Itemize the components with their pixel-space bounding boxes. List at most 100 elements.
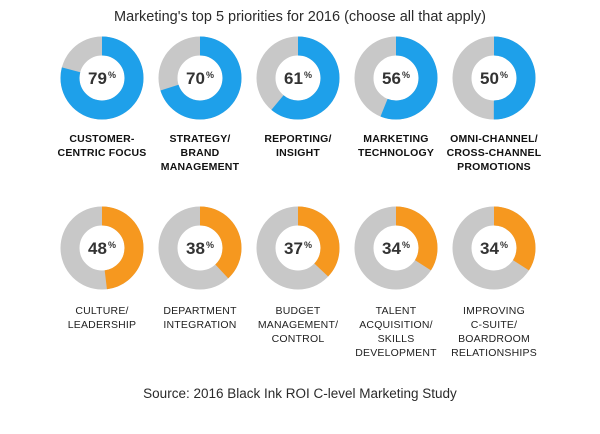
donut-category-label: CULTURE/LEADERSHIP xyxy=(43,304,161,332)
donut-item: 34% TALENT ACQUISITION/SKILLS DEVELOPMENT xyxy=(341,206,451,376)
percent-value: 61 xyxy=(284,69,303,88)
label-line: TALENT xyxy=(375,305,417,317)
label-line: MARKETING xyxy=(363,133,429,145)
percent-value: 79 xyxy=(88,69,107,88)
donut-chart: 56% xyxy=(341,36,451,128)
donut-value-arc xyxy=(158,36,242,120)
label-line: MANAGEMENT/ xyxy=(257,319,339,331)
donut-percent-label: 61% xyxy=(243,69,353,89)
donut-chart: 38% xyxy=(145,206,255,298)
donut-value-arc xyxy=(60,206,144,290)
percent-sign: % xyxy=(107,240,116,250)
donut-chart: 61% xyxy=(243,36,353,128)
label-line: ACQUISITION/ xyxy=(359,319,433,331)
donut-chart: 70% xyxy=(145,36,255,128)
percent-value: 50 xyxy=(480,69,499,88)
chart-row-top: 79% CUSTOMER- CENTRIC FOCUS 70% STRATEGY/BRA… xyxy=(52,36,552,206)
label-line: RELATIONSHIPS xyxy=(451,347,537,359)
donut-percent-label: 48% xyxy=(47,239,157,259)
donut-svg xyxy=(452,206,536,290)
percent-sign: % xyxy=(499,70,508,80)
label-line: TECHNOLOGY xyxy=(357,147,435,159)
label-line: C-SUITE/ xyxy=(470,319,518,331)
donut-value-arc xyxy=(60,36,144,120)
label-line: CROSS-CHANNEL xyxy=(446,147,542,159)
label-line: OMNI-CHANNEL/ xyxy=(450,133,538,145)
chart-title: Marketing's top 5 priorities for 2016 (c… xyxy=(114,9,486,25)
percent-sign: % xyxy=(205,240,214,250)
donut-svg xyxy=(452,36,536,120)
donut-chart: 79% xyxy=(47,36,157,128)
label-line: CENTRIC FOCUS xyxy=(57,147,147,159)
donut-value-arc xyxy=(452,36,536,120)
donut-category-label: IMPROVING C-SUITE/BOARDROOM RELATIONSHIPS xyxy=(435,304,553,360)
donut-chart: 34% xyxy=(341,206,451,298)
donut-value-arc xyxy=(158,206,242,290)
donut-chart: 37% xyxy=(243,206,353,298)
donut-svg xyxy=(60,36,144,120)
percent-value: 48 xyxy=(88,239,107,258)
label-line: CONTROL xyxy=(271,333,325,345)
percent-sign: % xyxy=(303,70,312,80)
donut-item: 56% MARKETING TECHNOLOGY xyxy=(341,36,451,206)
donut-percent-label: 34% xyxy=(341,239,451,259)
percent-sign: % xyxy=(499,240,508,250)
donut-chart: 34% xyxy=(439,206,549,298)
chart-row-bottom: 48% CULTURE/LEADERSHIP 38% DEPARTMENT INTEGR… xyxy=(52,206,552,376)
percent-value: 70 xyxy=(186,69,205,88)
donut-value-arc xyxy=(256,206,340,290)
donut-item: 70% STRATEGY/BRAND MANAGEMENT xyxy=(145,36,255,206)
label-line: SKILLS xyxy=(377,333,415,345)
donut-svg xyxy=(256,36,340,120)
donut-category-label: DEPARTMENT INTEGRATION xyxy=(141,304,259,332)
label-line: CUSTOMER- xyxy=(69,133,135,145)
label-line: IMPROVING xyxy=(463,305,525,317)
donut-svg xyxy=(256,206,340,290)
donut-value-arc xyxy=(452,206,536,290)
donut-svg xyxy=(158,36,242,120)
percent-sign: % xyxy=(401,240,410,250)
label-line: INTEGRATION xyxy=(163,319,237,331)
donut-item: 37% BUDGET MANAGEMENT/CONTROL xyxy=(243,206,353,376)
donut-item: 50% OMNI-CHANNEL/CROSS-CHANNEL PROMOTIONS xyxy=(439,36,549,206)
donut-percent-label: 38% xyxy=(145,239,255,259)
label-line: STRATEGY/ xyxy=(169,133,231,145)
donut-category-label: MARKETING TECHNOLOGY xyxy=(337,132,455,160)
label-line: BOARDROOM xyxy=(458,333,530,345)
donut-percent-label: 70% xyxy=(145,69,255,89)
label-line: DEPARTMENT xyxy=(163,305,237,317)
label-line: BRAND xyxy=(180,147,220,159)
label-line: MANAGEMENT xyxy=(160,161,240,173)
label-line: LEADERSHIP xyxy=(67,319,137,331)
donut-chart: 48% xyxy=(47,206,157,298)
donut-svg xyxy=(354,206,438,290)
percent-value: 37 xyxy=(284,239,303,258)
label-line: REPORTING/ xyxy=(264,133,332,145)
donut-item: 61% REPORTING/INSIGHT xyxy=(243,36,353,206)
donut-category-label: REPORTING/INSIGHT xyxy=(239,132,357,160)
donut-item: 34% IMPROVING C-SUITE/BOARDROOM RELATIONSHI… xyxy=(439,206,549,376)
donut-svg xyxy=(354,36,438,120)
donut-value-arc xyxy=(256,36,340,120)
donut-item: 79% CUSTOMER- CENTRIC FOCUS xyxy=(47,36,157,206)
label-line: CULTURE/ xyxy=(75,305,129,317)
percent-sign: % xyxy=(401,70,410,80)
percent-sign: % xyxy=(303,240,312,250)
percent-value: 56 xyxy=(382,69,401,88)
percent-value: 34 xyxy=(382,239,401,258)
donut-value-arc xyxy=(354,36,438,120)
donut-chart: 50% xyxy=(439,36,549,128)
donut-category-label: OMNI-CHANNEL/CROSS-CHANNEL PROMOTIONS xyxy=(435,132,553,174)
label-line: DEVELOPMENT xyxy=(355,347,437,359)
label-line: INSIGHT xyxy=(276,147,320,159)
donut-percent-label: 79% xyxy=(47,69,157,89)
percent-sign: % xyxy=(205,70,214,80)
donut-category-label: CUSTOMER- CENTRIC FOCUS xyxy=(43,132,161,160)
label-line: PROMOTIONS xyxy=(457,161,531,173)
donut-percent-label: 37% xyxy=(243,239,353,259)
donut-category-label: BUDGET MANAGEMENT/CONTROL xyxy=(239,304,357,346)
donut-value-arc xyxy=(354,206,438,290)
label-line: BUDGET xyxy=(275,305,321,317)
donut-svg xyxy=(60,206,144,290)
donut-svg xyxy=(158,206,242,290)
